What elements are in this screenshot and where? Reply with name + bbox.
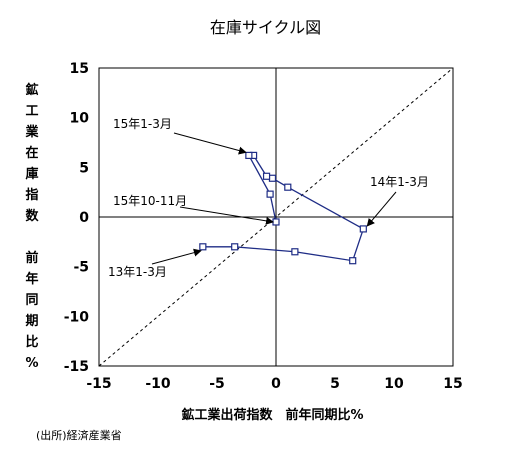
annotation-arrow: [151, 248, 202, 265]
y-tick-label: -10: [64, 309, 90, 325]
data-point-marker: [359, 225, 367, 233]
annotation-arrow: [179, 206, 274, 225]
y-axis-label-char: 期: [25, 314, 39, 329]
x-tick-label: 10: [384, 376, 404, 392]
data-point-marker: [199, 243, 207, 251]
y-tick-label: 5: [79, 160, 89, 176]
series-line: [202, 154, 365, 262]
x-tick-label: -15: [86, 376, 111, 392]
y-axis-label: 鉱工業在庫指数 前年同期比%: [22, 80, 42, 374]
annotation-label: 14年1-3月: [370, 175, 429, 189]
y-axis-label-char: 鉱: [25, 83, 39, 98]
y-axis-label-char: %: [25, 356, 39, 371]
chart-title: 在庫サイクル図: [209, 18, 322, 37]
reference-diagonal-line: [98, 67, 454, 367]
y-axis-label-char: 指: [25, 188, 39, 203]
y-tick-label: 10: [70, 111, 90, 127]
y-tick-label: -5: [73, 260, 89, 276]
x-tick-label: 15: [443, 376, 462, 392]
y-axis-label-char: 庫: [25, 167, 39, 182]
y-tick-label: 15: [70, 61, 89, 77]
data-point-marker: [268, 174, 277, 182]
y-axis-label-char: 業: [25, 125, 39, 140]
x-tick-label: 5: [330, 376, 340, 392]
data-point-marker: [272, 218, 280, 226]
data-point-marker: [231, 243, 239, 251]
x-axis-label: 鉱工業出荷指数 前年同期比%: [181, 408, 364, 423]
annotation-label: 15年10-11月: [113, 194, 187, 208]
x-tick-label: 0: [271, 376, 281, 392]
data-point-marker: [291, 248, 299, 256]
y-axis-label-char: 同: [25, 293, 39, 308]
annotation-arrow: [173, 132, 247, 155]
data-point-marker: [245, 151, 253, 160]
data-point-marker: [266, 190, 274, 198]
y-axis-label-char: 在: [25, 146, 39, 161]
annotation-arrow: [366, 191, 397, 227]
data-point-marker: [349, 257, 357, 265]
y-axis-label-char: 数: [25, 209, 39, 224]
x-tick-label: -5: [209, 376, 225, 392]
y-axis-label-char: 年: [25, 272, 39, 287]
y-axis-label-char: 前: [25, 251, 39, 266]
y-axis-label-char: 工: [25, 104, 39, 119]
y-axis-label-char: 比: [25, 335, 39, 350]
annotation-label: 15年1-3月: [113, 117, 172, 131]
x-tick-label: -10: [145, 376, 171, 392]
data-point-marker: [284, 183, 292, 191]
y-tick-label: -15: [64, 359, 89, 375]
y-tick-label: 0: [79, 210, 89, 226]
source-note: (出所)経済産業省: [36, 429, 122, 442]
data-point-marker: [262, 172, 271, 180]
annotation-label: 13年1-3月: [108, 265, 167, 279]
